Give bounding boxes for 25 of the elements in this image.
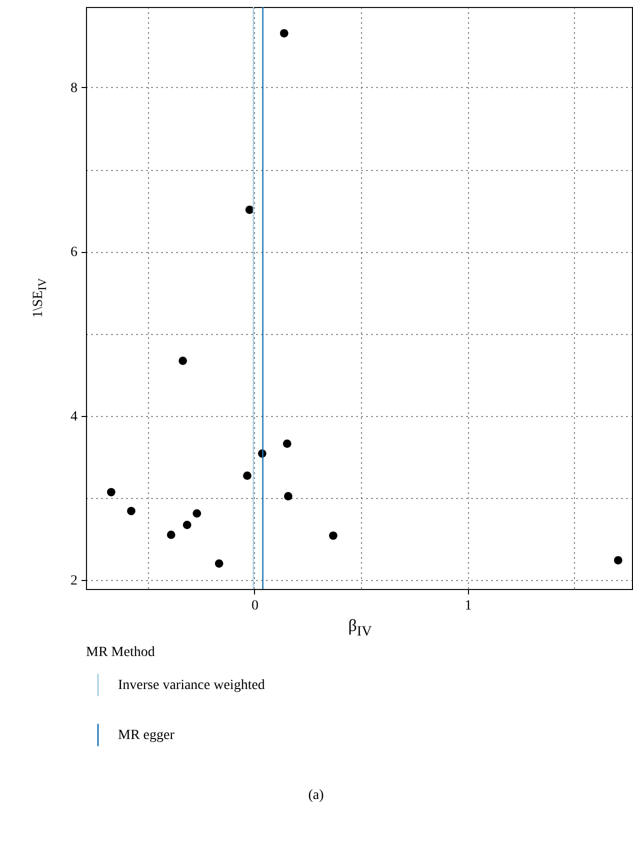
point [127, 506, 136, 516]
legend-label: MR egger [118, 728, 175, 743]
point [192, 509, 202, 518]
point [245, 206, 254, 214]
x-tick-label: 0 [251, 598, 258, 614]
legend-title: MR Method [86, 645, 155, 660]
legend-label: Inverse variance weighted [118, 678, 265, 693]
y-tick-label: 2 [70, 573, 78, 588]
point [243, 472, 252, 480]
y-tick-label: 4 [70, 409, 78, 424]
x-axis-title: β$_{IV}$ [348, 616, 372, 640]
text: (a) [308, 788, 324, 804]
point [106, 488, 116, 496]
point [214, 559, 224, 568]
y-tick-label: 6 [70, 245, 78, 260]
point [166, 530, 176, 539]
point [614, 556, 622, 564]
point [182, 520, 192, 530]
y-tick-label: 8 [70, 80, 78, 96]
x-tick-label: 1 [464, 598, 472, 614]
point [178, 356, 188, 365]
point [284, 492, 292, 500]
point [329, 531, 338, 540]
point [280, 29, 288, 38]
point [282, 440, 292, 448]
